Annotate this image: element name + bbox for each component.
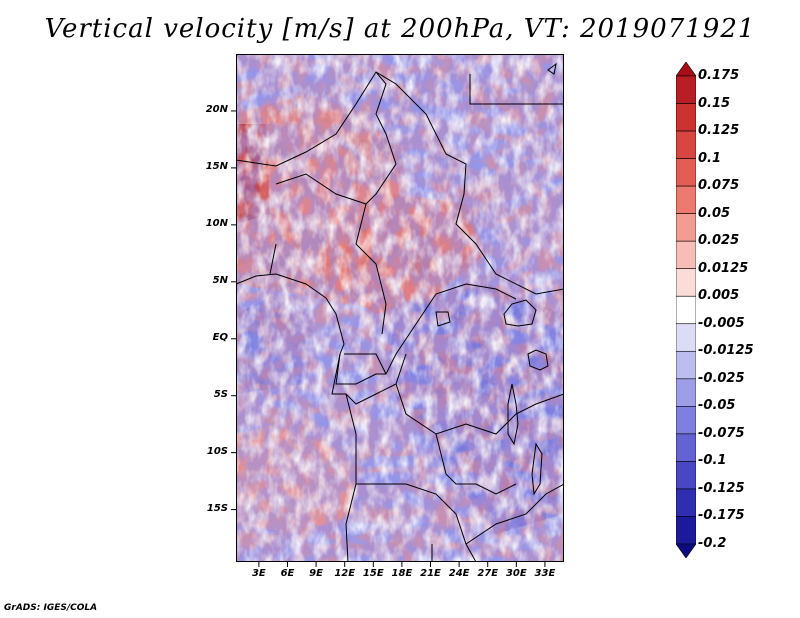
colorbar-level-label: 0.005 — [698, 288, 740, 304]
colorbar-swatch — [676, 323, 696, 352]
lon-label: 9E — [309, 568, 323, 579]
lat-label: 15S — [206, 502, 228, 514]
colorbar-swatch — [676, 295, 696, 325]
colorbar-level-label: 0.025 — [698, 233, 740, 249]
lon-label: 27E — [477, 568, 499, 579]
colorbar-swatch — [676, 516, 696, 545]
colorbar-swatch — [676, 433, 696, 462]
colorbar-level-label: -0.1 — [698, 453, 727, 469]
colorbar-swatch — [676, 185, 696, 214]
colorbar-swatch — [676, 240, 696, 270]
colorbar-level-label: -0.2 — [698, 536, 727, 551]
lon-label: 6E — [280, 568, 295, 579]
colorbar-swatch — [676, 213, 696, 242]
map-frame — [236, 54, 564, 562]
colorbar-level-label: 0.15 — [698, 95, 731, 111]
lat-label: EQ — [212, 331, 228, 343]
colorbar-swatch — [676, 158, 696, 187]
white-streaks — [236, 54, 564, 562]
lon-label: 24E — [448, 568, 470, 579]
colorbar-swatch — [676, 378, 696, 407]
lat-label: 10N — [205, 217, 228, 229]
colorbar-level-label: -0.05 — [698, 398, 736, 414]
colorbar-swatch — [676, 62, 696, 77]
colorbar-swatch — [676, 75, 696, 104]
map-title: Vertical velocity [m/s] at 200hPa, VT: 2… — [44, 14, 756, 44]
colorbar-level-label: -0.075 — [698, 425, 745, 441]
colorbar-swatch — [676, 543, 696, 558]
colorbar-level-label: -0.025 — [698, 370, 745, 386]
lat-label: 20N — [205, 103, 228, 115]
colorbar-swatch — [676, 406, 696, 435]
colorbar-swatch — [676, 350, 696, 380]
colorbar-level-label: -0.0125 — [698, 343, 754, 359]
colorbar-level-label: 0.075 — [698, 178, 740, 194]
colorbar-level-label: 0.0125 — [698, 260, 749, 276]
colorbar-swatch — [676, 103, 696, 132]
lon-label: 21E — [420, 568, 441, 579]
lon-label: 12E — [334, 568, 356, 579]
colorbar-level-label: 0.05 — [698, 205, 731, 221]
colorbar — [676, 62, 696, 558]
country-borders — [236, 71, 564, 562]
lat-label: 15N — [205, 160, 228, 172]
lat-label: 5N — [212, 274, 228, 286]
colorbar-level-label: 0.125 — [698, 123, 740, 139]
grads-credit: GrADS: IGES/COLA — [4, 603, 98, 613]
lat-label: 5S — [213, 388, 228, 400]
lon-label: 18E — [391, 568, 413, 579]
lon-label: 33E — [534, 568, 556, 579]
colorbar-level-label: 0.1 — [698, 150, 722, 166]
lon-label: 30E — [505, 568, 527, 579]
colorbar-swatch — [676, 488, 696, 517]
lon-label: 15E — [362, 568, 384, 579]
lakes — [435, 62, 557, 496]
lon-label: 3E — [251, 568, 266, 579]
colorbar-level-label: -0.175 — [698, 508, 745, 524]
colorbar-swatch — [676, 461, 696, 490]
colorbar-swatch — [676, 268, 696, 297]
lat-label: 10S — [206, 445, 228, 457]
colorbar-level-label: 0.175 — [698, 68, 740, 83]
colorbar-level-label: -0.005 — [698, 315, 745, 331]
colorbar-level-label: -0.125 — [698, 480, 745, 496]
vertical-velocity-map — [236, 54, 564, 562]
colorbar-swatch — [676, 130, 696, 159]
